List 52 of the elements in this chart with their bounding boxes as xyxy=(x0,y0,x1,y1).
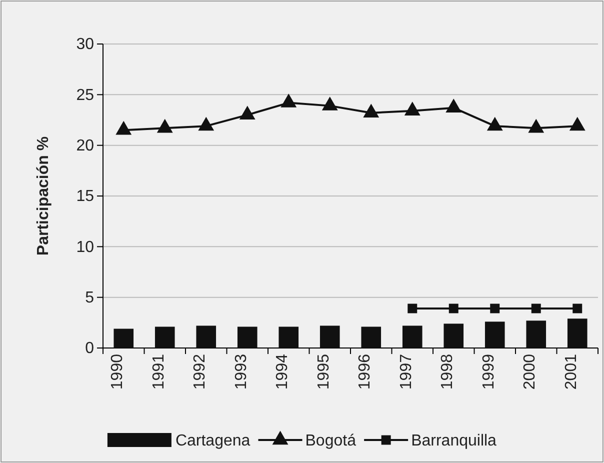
x-tick-label: 1994 xyxy=(274,354,292,390)
point xyxy=(448,304,458,314)
bar xyxy=(114,328,134,348)
bar xyxy=(361,326,382,348)
legend-label: Cartagena xyxy=(175,432,250,450)
y-axis-title: Participación % xyxy=(35,136,52,256)
x-tick-label: 1995 xyxy=(315,354,332,390)
x-tick-label: 1993 xyxy=(232,354,250,390)
y-tick-label: 25 xyxy=(76,86,94,104)
bar xyxy=(402,326,422,348)
bar xyxy=(567,318,588,348)
point xyxy=(528,118,544,133)
point xyxy=(239,106,256,120)
point xyxy=(572,304,582,314)
legend-label: Barranquilla xyxy=(411,432,497,450)
bar xyxy=(196,326,216,348)
x-tick-label: 2001 xyxy=(562,354,580,390)
point xyxy=(569,116,586,131)
bar xyxy=(278,326,299,348)
point xyxy=(322,96,338,110)
bar xyxy=(444,324,464,348)
x-tick-label: 1990 xyxy=(109,354,126,390)
point xyxy=(490,304,500,314)
point xyxy=(531,304,541,314)
point xyxy=(404,102,420,116)
y-tick-label: 5 xyxy=(85,289,94,306)
bar xyxy=(237,326,258,348)
point xyxy=(280,94,297,108)
x-tick-label: 1997 xyxy=(398,354,415,390)
x-tick-label: 2000 xyxy=(522,354,539,390)
point xyxy=(408,304,418,314)
legend-label: Bogotá xyxy=(305,432,356,450)
y-tick-label: 10 xyxy=(76,238,94,256)
x-tick-label: 1992 xyxy=(192,354,209,390)
point xyxy=(156,118,173,133)
bar xyxy=(484,322,505,348)
bar xyxy=(526,320,546,348)
y-tick-label: 15 xyxy=(76,188,94,206)
bar xyxy=(154,326,175,348)
point xyxy=(486,116,503,131)
y-tick-label: 0 xyxy=(85,340,94,358)
x-tick-label: 1999 xyxy=(480,354,498,390)
point xyxy=(446,98,462,112)
point xyxy=(198,116,214,131)
point xyxy=(116,120,132,135)
y-tick-label: 30 xyxy=(76,36,94,54)
x-tick-label: 1991 xyxy=(150,354,168,390)
point xyxy=(363,104,380,118)
x-tick-label: 1996 xyxy=(356,354,374,390)
y-tick-label: 20 xyxy=(76,137,94,154)
bar xyxy=(320,326,340,348)
x-tick-label: 1998 xyxy=(439,354,456,390)
